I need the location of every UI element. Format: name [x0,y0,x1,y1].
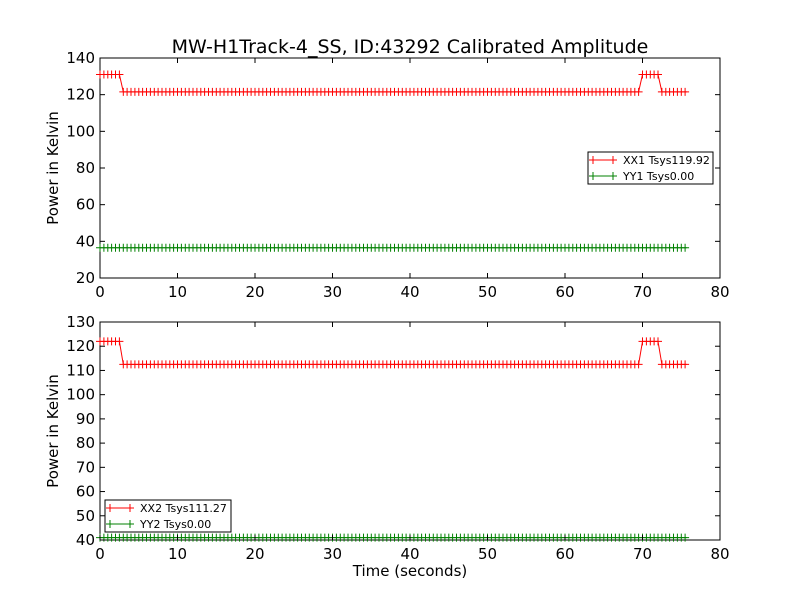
bottom-y-tick-label: 60 [76,483,95,501]
top-x-tick-label: 40 [400,283,419,301]
top-series-line-0 [100,74,687,93]
bottom-x-tick-label: 20 [245,545,264,563]
top-y-tick-label: 140 [66,49,95,67]
bottom-x-tick-label: 40 [400,545,419,563]
bottom-legend-frame [104,499,232,533]
bottom-x-tick-label: 50 [478,545,497,563]
top-x-tick-label: 0 [95,283,105,301]
bottom-plot-area: 0 10 20 30 40 50 60 70 80 40 50 60 70 80 90 100 110 120 13… [66,313,729,563]
bottom-legend-label-xx2: XX2 Tsys111.27 [140,502,227,515]
bottom-y-tick-label: 130 [66,313,95,331]
top-y-axis-label: Power in Kelvin [44,111,62,225]
bottom-y-tick-label: 50 [76,507,95,525]
top-x-tick-label: 80 [710,283,729,301]
top-y-tick-label: 60 [76,196,95,214]
top-legend-marker-xx1 [589,156,617,164]
bottom-legend: XX2 Tsys111.27 YY2 Tsys0.00 [104,499,232,533]
top-series-markers-0 [96,70,690,96]
top-y-tick-label: 120 [66,86,95,104]
top-x-tick-label: 70 [633,283,652,301]
top-legend: XX1 Tsys119.92 YY1 Tsys0.00 [587,151,714,185]
top-legend-label-xx1: XX1 Tsys119.92 [623,154,710,167]
bottom-x-tick-label: 60 [555,545,574,563]
top-x-tick-label: 20 [245,283,264,301]
bottom-y-tick-label: 120 [66,337,95,355]
bottom-x-tick-label: 30 [323,545,342,563]
top-y-tick-label: 80 [76,159,95,177]
bottom-y-tick-label: 110 [66,361,95,379]
top-series-markers-1 [96,243,690,252]
bottom-y-tick-label: 40 [76,531,95,549]
bottom-y-tick-label: 80 [76,434,95,452]
top-plot-area: 0 10 20 30 40 50 60 70 80 20 40 60 80 100 120 140 XX1 T… [66,49,729,301]
top-x-tick-label: 60 [555,283,574,301]
top-y-tick-label: 40 [76,232,95,250]
bottom-x-tick-label: 0 [95,545,105,563]
bottom-legend-marker-xx2 [106,504,134,512]
top-y-tick-label: 100 [66,122,95,140]
bottom-x-tick-label: 70 [633,545,652,563]
bottom-x-tick-label: 80 [710,545,729,563]
bottom-legend-label-yy2: YY2 Tsys0.00 [139,518,211,531]
bottom-x-tick-label: 10 [168,545,187,563]
chart-title: MW-H1Track-4_SS, ID:43292 Calibrated Amp… [172,36,649,58]
top-x-tick-label: 30 [323,283,342,301]
bottom-series-markers-0 [96,337,690,369]
bottom-series-line-0 [100,340,687,365]
top-legend-label-yy1: YY1 Tsys0.00 [622,170,694,183]
bottom-x-axis-label: Time (seconds) [352,562,468,580]
bottom-y-tick-label: 70 [76,458,95,476]
top-y-tick-label: 20 [76,269,95,287]
top-legend-marker-yy1 [589,172,617,180]
bottom-y-tick-label: 100 [66,386,95,404]
bottom-y-axis-label: Power in Kelvin [44,374,62,488]
top-legend-frame [587,151,714,185]
top-x-tick-label: 50 [478,283,497,301]
bottom-legend-marker-yy2 [106,520,134,528]
bottom-y-tick-label: 90 [76,410,95,428]
top-x-tick-label: 10 [168,283,187,301]
